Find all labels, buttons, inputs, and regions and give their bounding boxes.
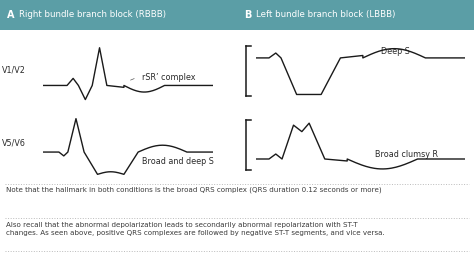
Bar <box>237 0 474 30</box>
Text: Note that the hallmark in both conditions is the broad QRS complex (QRS duration: Note that the hallmark in both condition… <box>6 186 381 193</box>
Text: A: A <box>7 10 15 20</box>
Text: B: B <box>244 10 252 20</box>
Text: Deep S: Deep S <box>381 48 410 57</box>
Text: Also recall that the abnormal depolarization leads to secondarily abnormal repol: Also recall that the abnormal depolariza… <box>6 222 384 236</box>
Bar <box>0 0 237 30</box>
Text: Left bundle branch block (LBBB): Left bundle branch block (LBBB) <box>256 10 395 19</box>
Text: V1/V2: V1/V2 <box>2 66 26 75</box>
Text: rSR’ complex: rSR’ complex <box>142 73 195 82</box>
Text: Broad clumsy R: Broad clumsy R <box>375 150 438 159</box>
Text: Right bundle branch block (RBBB): Right bundle branch block (RBBB) <box>19 10 166 19</box>
Text: V5/V6: V5/V6 <box>2 139 26 148</box>
Text: Broad and deep S: Broad and deep S <box>142 157 213 167</box>
